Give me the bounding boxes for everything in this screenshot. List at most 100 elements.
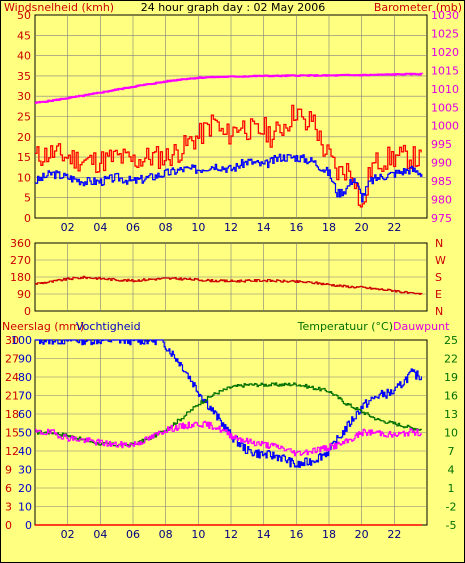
rain-y-tick-label: 9 <box>5 464 12 477</box>
x-tick-label: 12 <box>224 221 238 234</box>
x-tick-label: 06 <box>126 221 140 234</box>
x-tick-label: 22 <box>387 221 401 234</box>
rain-y-ticks: 0 3 6 9 12 15 18 21 24 27 30 <box>5 334 19 532</box>
barometer-y-tick-label: 1030 <box>431 9 459 22</box>
barometer-y-tick-label: 980 <box>431 194 452 207</box>
barometer-y-tick-label: 1020 <box>431 46 459 59</box>
compass-tick-label: W <box>435 254 446 267</box>
x-tick-label: 08 <box>159 528 173 541</box>
barometer-y-tick-label: 1005 <box>431 101 459 114</box>
wind-gridlines <box>35 15 427 218</box>
wind-axis-label: Windsnelheid (kmh) <box>4 1 114 14</box>
barometer-line <box>35 72 424 104</box>
rain-humidity-temp-panel: Neerslag (mm) Vochtigheid Temperatuur (°… <box>2 320 458 541</box>
barometer-axis-label: Barometer (mb) <box>374 1 462 14</box>
x-tick-label: 04 <box>93 221 107 234</box>
wind-x-ticks: 02 04 06 08 10 12 14 16 18 20 22 <box>61 221 402 234</box>
x-tick-label: 14 <box>257 528 271 541</box>
rain-y-tick-label: 0 <box>5 519 12 532</box>
dewpoint-line <box>35 420 422 457</box>
wind-y-tick-label: 40 <box>17 50 31 63</box>
compass-tick-label: E <box>435 288 442 301</box>
wind-direction-line <box>35 275 423 295</box>
wind-y-tick-label: 20 <box>17 131 31 144</box>
temperature-y-tick-label: 10 <box>444 427 458 440</box>
wind-y-tick-label: 35 <box>17 70 31 83</box>
wind-y-tick-label: 50 <box>17 9 31 22</box>
direction-y-ticks: 0 90 180 270 360 <box>10 237 31 318</box>
temperature-line <box>35 382 422 447</box>
humidity-y-tick-label: 20 <box>18 482 32 495</box>
humidity-line <box>35 339 422 468</box>
temperature-y-ticks: -5 -2 1 4 7 10 13 16 19 22 25 <box>444 334 458 532</box>
barometer-y-tick-label: 1015 <box>431 64 459 77</box>
x-tick-label: 20 <box>355 221 369 234</box>
rain-x-ticks: 02 04 06 08 10 12 14 16 18 20 22 <box>61 528 402 541</box>
temperature-y-tick-label: 1 <box>448 482 455 495</box>
barometer-y-tick-label: 1010 <box>431 83 459 96</box>
rain-axis-label: Neerslag (mm) <box>2 320 84 333</box>
wind-y-tick-label: 30 <box>17 90 31 103</box>
humidity-y-tick-label: 0 <box>25 519 32 532</box>
x-tick-label: 02 <box>61 221 75 234</box>
rain-y-tick-label: 6 <box>5 482 12 495</box>
humidity-axis-label: Vochtigheid <box>76 320 141 333</box>
x-tick-label: 16 <box>289 528 303 541</box>
x-tick-label: 12 <box>224 528 238 541</box>
temperature-y-tick-label: -5 <box>446 519 457 532</box>
humidity-y-tick-label: 60 <box>18 408 32 421</box>
x-tick-label: 06 <box>126 528 140 541</box>
wind-y-tick-label: 25 <box>17 111 31 124</box>
direction-y-tick-label: 270 <box>10 254 31 267</box>
direction-y-tick-label: 90 <box>17 288 31 301</box>
x-tick-label: 22 <box>387 528 401 541</box>
barometer-y-ticks: 975 980 985 990 995 1000 1005 1010 1015 1020 1025 1… <box>431 9 459 225</box>
wind-series-group <box>35 72 424 208</box>
temperature-y-tick-label: -2 <box>446 501 457 514</box>
temperature-y-tick-label: 7 <box>448 445 455 458</box>
wind-speed-line <box>35 153 423 203</box>
temperature-y-tick-label: 19 <box>444 371 458 384</box>
dewpoint-axis-label: Dauwpunt <box>393 320 450 333</box>
x-tick-label: 16 <box>289 221 303 234</box>
humidity-y-tick-label: 90 <box>18 353 32 366</box>
wind-barometer-panel: Windsnelheid (kmh) 24 hour graph day : 0… <box>4 1 462 234</box>
x-tick-label: 10 <box>191 221 205 234</box>
temperature-y-tick-label: 22 <box>444 353 458 366</box>
humidity-y-tick-label: 30 <box>18 464 32 477</box>
rain-y-tick-label: 24 <box>5 371 19 384</box>
wind-y-tick-label: 15 <box>17 151 31 164</box>
x-tick-label: 02 <box>61 528 75 541</box>
rain-y-tick-label: 15 <box>5 427 19 440</box>
temperature-y-tick-label: 13 <box>444 408 458 421</box>
wind-gust-line <box>35 104 422 208</box>
humidity-y-tick-label: 80 <box>18 371 32 384</box>
humidity-y-tick-label: 50 <box>18 427 32 440</box>
rain-series-group <box>35 339 423 526</box>
rain-y-tick-label: 27 <box>5 353 19 366</box>
wind-y-tick-label: 45 <box>17 29 31 42</box>
compass-tick-label: S <box>435 271 442 284</box>
wind-y-tick-label: 10 <box>17 171 31 184</box>
rain-y-tick-label: 3 <box>5 501 12 514</box>
barometer-y-tick-label: 985 <box>431 175 452 188</box>
wind-y-tick-label: 5 <box>24 192 31 205</box>
x-tick-label: 20 <box>355 528 369 541</box>
rain-y-tick-label: 30 <box>5 334 19 347</box>
humidity-y-tick-label: 40 <box>18 445 32 458</box>
rain-y-tick-label: 21 <box>5 390 19 403</box>
direction-series-group <box>35 275 423 295</box>
x-tick-label: 10 <box>191 528 205 541</box>
humidity-y-ticks: 0 10 20 30 40 50 60 70 80 90 100 <box>11 334 32 532</box>
x-tick-label: 14 <box>257 221 271 234</box>
barometer-y-tick-label: 995 <box>431 138 452 151</box>
direction-y-tick-label: 0 <box>24 305 31 318</box>
rain-y-tick-label: 18 <box>5 408 19 421</box>
x-tick-label: 04 <box>93 528 107 541</box>
rain-gridlines <box>35 340 427 525</box>
humidity-y-tick-label: 100 <box>11 334 32 347</box>
